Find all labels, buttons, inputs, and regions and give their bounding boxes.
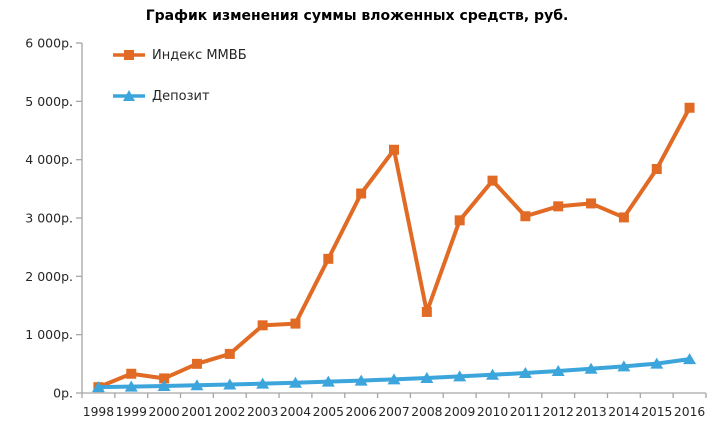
deposit-marker [650,357,664,369]
deposit-marker [321,375,335,387]
mmvb-marker [520,211,531,222]
x-axis-label: 2008 [411,405,442,419]
mmvb-legend-marker [124,50,134,60]
deposit-marker [584,362,598,374]
x-axis-label: 2005 [313,405,344,419]
deposit-marker [486,368,500,380]
x-axis-label: 1999 [116,405,147,419]
x-axis-label: 2006 [346,405,377,419]
x-axis-label: 2012 [543,405,574,419]
deposit-marker [453,370,467,382]
y-axis-label: 4 000р. [25,152,73,167]
deposit-marker [420,371,434,383]
y-axis-label: 5 000р. [25,94,73,109]
deposit-marker [387,373,401,385]
legend-item-mmvb: Индекс ММВБ [112,47,247,63]
deposit-marker [683,353,697,365]
mmvb-marker [553,201,564,212]
deposit-marker [256,377,270,389]
x-axis-label: 2011 [510,405,541,419]
mmvb-marker [389,144,399,155]
legend-marker-deposit-icon [113,90,145,101]
deposit-marker [223,378,237,390]
deposit-marker [551,364,565,376]
y-axis-label: 0р. [53,386,73,401]
mmvb-marker [421,306,432,317]
x-axis-label: 2004 [280,405,311,419]
legend-label-mmvb: Индекс ММВБ [152,47,247,63]
mmvb-marker [651,164,662,174]
deposit-marker [617,360,631,372]
x-axis-label: 2016 [674,405,705,419]
deposit-marker [157,380,171,391]
mmvb-marker [159,373,170,384]
x-axis-label: 2009 [444,405,475,419]
mmvb-marker [290,318,301,329]
deposit-legend-marker [123,90,135,101]
x-axis-label: 2001 [181,405,212,419]
deposit-marker [288,376,302,388]
mmvb-marker [684,102,695,113]
mmvb-marker [618,212,629,223]
y-axis-label: 6 000р. [25,36,73,51]
mmvb-marker [257,320,268,331]
x-axis-label: 2002 [214,405,245,419]
deposit-marker [190,379,204,391]
mmvb-marker [356,188,367,199]
chart-title: График изменения суммы вложенных средств… [145,8,569,24]
x-axis-label: 2014 [608,405,639,419]
mmvb-marker [126,368,137,379]
x-axis-label: 2010 [477,405,508,419]
mmvb-marker [454,215,465,226]
chart-legend: Индекс ММВБ Депозит [112,47,247,129]
y-axis-label: 3 000р. [25,211,73,226]
x-axis-label: 2007 [378,405,409,419]
mmvb-marker [224,348,235,359]
x-axis-label: 2013 [575,405,606,419]
x-axis-label: 2000 [148,405,179,419]
mmvb-marker [487,175,498,186]
deposit-marker [124,380,138,392]
x-axis-label: 2003 [247,405,278,419]
legend-label-deposit: Депозит [152,88,210,104]
mmvb-marker [191,358,202,369]
x-axis-label: 2015 [641,405,672,419]
mmvb-marker [586,198,597,209]
deposit-marker [518,366,532,378]
y-axis-label: 1 000р. [25,327,73,342]
legend-marker-mmvb-icon [113,50,145,60]
deposit-marker [354,374,368,386]
legend-item-deposit: Депозит [112,88,247,104]
x-axis-label: 1998 [83,405,114,419]
deposit-marker [91,381,105,393]
mmvb-marker [323,253,334,264]
y-axis-label: 2 000р. [25,269,73,284]
